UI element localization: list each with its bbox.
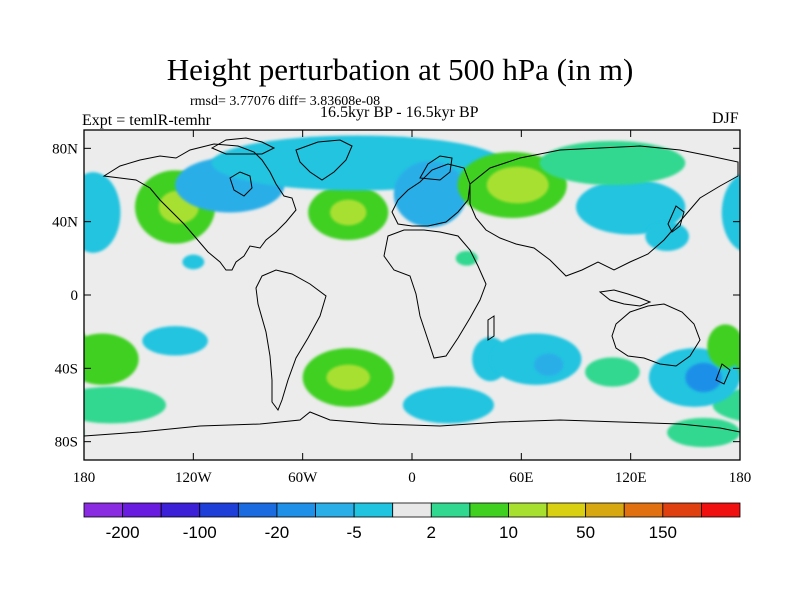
map-axes: 180 120W 60W 0 60E 120E 180 80N 40N 0 40S 80S [52, 130, 751, 486]
anomaly-region [685, 362, 722, 393]
colorbar-swatch [623, 502, 664, 518]
anomaly-region [84, 333, 139, 385]
anomaly-region [0, 222, 33, 251]
anomaly-region [576, 179, 686, 235]
anomaly-region [539, 141, 686, 185]
colorbar-swatch [160, 502, 201, 518]
coastline-scandinavia [419, 155, 453, 181]
anomaly-region [486, 166, 549, 204]
colorbar-label: 2 [427, 523, 436, 542]
colorbar: -200 -100 -20 -5 2 10 50 150 [83, 502, 741, 542]
anomaly-region [585, 357, 640, 387]
anomaly-region [182, 254, 205, 270]
period-label: 16.5kyr BP - 16.5kyr BP [320, 104, 479, 121]
anomaly-region [791, 170, 800, 243]
x-tick-label: 60E [509, 470, 533, 486]
coastline-greenland [295, 139, 353, 181]
anomaly-region [330, 199, 367, 226]
colorbar-swatch [237, 502, 278, 518]
colorbar-swatch [199, 502, 239, 518]
anomaly-field [0, 135, 800, 448]
colorbar-swatch [469, 502, 509, 518]
experiment-label: Expt = temlR-temhr [82, 112, 211, 129]
colorbar-swatch [430, 502, 471, 518]
colorbar-label: -100 [183, 523, 217, 542]
colorbar-swatch [508, 502, 548, 518]
colorbar-label: -5 [347, 523, 362, 542]
anomaly-region [534, 353, 564, 376]
coastline-madagascar [487, 315, 495, 341]
coastline-arctic-islands [210, 137, 276, 155]
coastline-australia [611, 303, 701, 367]
colorbar-swatch [315, 502, 355, 518]
coastline-north-america [102, 143, 297, 271]
anomaly-region [84, 386, 166, 424]
x-tick-label: 180 [73, 470, 96, 486]
coastline-hudson-bay [229, 171, 253, 197]
x-tick-label: 120W [175, 470, 213, 486]
colorbar-swatch [701, 502, 741, 518]
y-tick-label: 40S [55, 361, 78, 377]
anomaly-region [0, 180, 29, 235]
coastline-japan [667, 205, 685, 233]
x-tick-label: 60W [288, 470, 318, 486]
anomaly-region [490, 333, 582, 385]
x-tick-label: 120E [615, 470, 647, 486]
y-tick-label: 80S [55, 435, 78, 451]
y-tick-label: 80N [52, 141, 78, 157]
colorbar-swatch [392, 502, 432, 518]
season-label: DJF [712, 110, 739, 127]
x-tick-label: 0 [408, 470, 416, 486]
colorbar-swatch [353, 502, 394, 518]
anomaly-region [721, 174, 740, 251]
anomaly-region [0, 141, 29, 185]
coastline-new-zealand [715, 363, 731, 385]
coastline-africa [383, 229, 487, 359]
anomaly-region [84, 333, 88, 360]
colorbar-swatch [276, 502, 316, 518]
y-tick-label: 40N [52, 215, 78, 231]
coastline-europe [391, 163, 471, 227]
anomaly-region [0, 348, 84, 407]
anomaly-region [667, 417, 740, 448]
anomaly-region [84, 172, 121, 253]
coastlines [84, 137, 740, 437]
colorbar-swatch [122, 502, 162, 518]
colorbar-label: -200 [106, 523, 140, 542]
plot-title: Height perturbation at 500 hPa (in m) [166, 52, 634, 87]
colorbar-label: -20 [265, 523, 290, 542]
anomaly-region [326, 364, 371, 391]
stats-text: rmsd= 3.77076 diff= 3.83608e-08 [190, 94, 381, 109]
anomaly-region [402, 386, 495, 424]
x-tick-label: 180 [729, 470, 752, 486]
colorbar-label: 150 [649, 523, 677, 542]
colorbar-swatch [546, 502, 587, 518]
anomaly-region [393, 161, 467, 228]
coastline-indonesia [598, 289, 652, 307]
y-tick-label: 0 [71, 288, 79, 304]
colorbar-swatch [662, 502, 702, 518]
colorbar-swatch [585, 502, 625, 518]
coastline-antarctica [84, 411, 740, 437]
colorbar-swatch [83, 502, 123, 518]
anomaly-region [707, 324, 740, 369]
coastline-asia [469, 145, 739, 277]
colorbar-label: 10 [499, 523, 518, 542]
anomaly-region [142, 326, 208, 356]
colorbar-label: 50 [576, 523, 595, 542]
coastline-south-america [255, 269, 327, 412]
